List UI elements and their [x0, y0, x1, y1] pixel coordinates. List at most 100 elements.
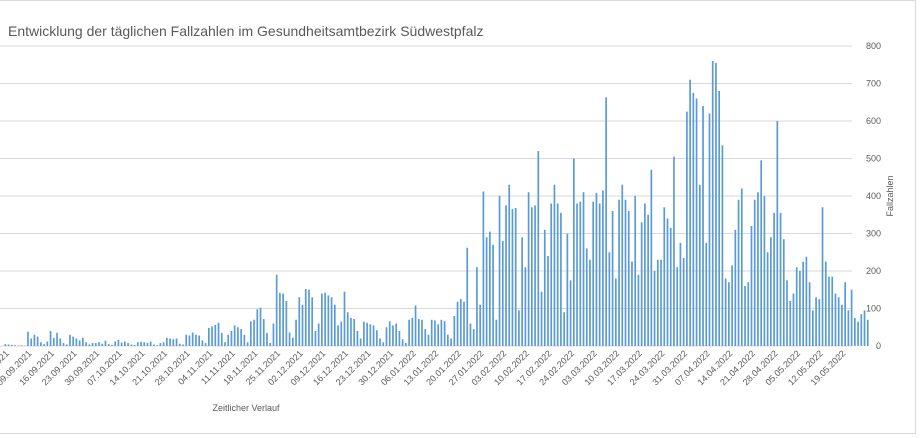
bar: [602, 190, 604, 347]
bar: [149, 341, 152, 346]
bar: [220, 332, 223, 347]
bar: [437, 324, 440, 346]
bar: [534, 205, 536, 347]
bar: [230, 331, 233, 346]
bar: [795, 267, 798, 346]
bar: [408, 319, 410, 346]
bar: [553, 184, 556, 346]
bar: [295, 319, 297, 346]
bar: [812, 310, 814, 347]
bar: [621, 184, 624, 346]
bar: [711, 61, 714, 346]
bar: [666, 218, 669, 346]
bar: [563, 312, 565, 346]
bar: [673, 156, 675, 347]
bar: [227, 334, 230, 346]
bar: [734, 229, 737, 346]
bar: [136, 342, 139, 346]
bar: [350, 317, 352, 347]
bar: [547, 256, 549, 346]
bar: [217, 322, 220, 346]
bar: [482, 191, 485, 346]
bar: [311, 297, 314, 346]
bar: [288, 332, 291, 346]
bar: [479, 304, 482, 346]
bar: [472, 329, 475, 347]
bar: [530, 207, 533, 346]
bar: [30, 338, 33, 346]
bar: [631, 261, 633, 347]
bar: [721, 145, 724, 347]
bar: [175, 338, 178, 346]
bar: [111, 344, 113, 347]
y-tick-label: 300: [866, 229, 881, 239]
bar: [495, 319, 498, 346]
bar: [124, 341, 126, 346]
bar: [424, 329, 427, 347]
bar: [166, 337, 168, 346]
bar: [605, 97, 607, 347]
bar: [62, 343, 65, 346]
bar: [207, 328, 210, 346]
bar: [789, 301, 792, 346]
bar: [204, 343, 207, 346]
bar: [744, 286, 746, 346]
gridlines: [0, 45, 852, 347]
bar: [214, 325, 217, 346]
bar: [133, 344, 136, 347]
bar: [676, 267, 679, 346]
bar: [233, 325, 236, 347]
bar: [456, 301, 459, 346]
bar: [850, 289, 853, 346]
bar: [398, 331, 401, 346]
bar: [485, 237, 488, 346]
bar: [614, 278, 617, 346]
bar: [275, 274, 278, 346]
y-tick-label: 400: [866, 191, 881, 201]
bar: [337, 325, 339, 347]
bar: [130, 344, 133, 346]
bar: [65, 344, 68, 346]
bar: [705, 242, 708, 347]
bar: [104, 340, 107, 346]
bar: [753, 199, 756, 346]
chart-title: Entwicklung der täglichen Fallzahlen im …: [8, 23, 484, 39]
bar: [20, 345, 23, 346]
bar: [191, 332, 194, 346]
bar: [85, 342, 87, 346]
bar: [379, 338, 381, 346]
bar: [579, 201, 582, 347]
bar: [443, 321, 446, 346]
bar: [853, 317, 856, 347]
bar: [321, 293, 323, 346]
bar: [747, 282, 750, 346]
bar: [14, 345, 16, 346]
bar: [346, 312, 349, 346]
bar: [46, 341, 49, 346]
bar: [834, 293, 837, 346]
bar: [72, 336, 75, 347]
bar: [469, 323, 472, 346]
bar: [537, 151, 540, 346]
bar: [372, 325, 375, 347]
bar: [779, 212, 782, 347]
bar: [556, 203, 559, 346]
bar: [505, 205, 507, 347]
bar: [637, 274, 640, 346]
bar: [94, 343, 97, 346]
bar: [669, 227, 672, 347]
bar: [143, 342, 146, 346]
bar: [49, 331, 52, 346]
bar: [33, 334, 36, 346]
bar: [647, 214, 649, 346]
bar: [702, 106, 704, 346]
bar: [860, 314, 863, 347]
bar: [117, 340, 120, 346]
x-axis-label: Zeitlicher Verlauf: [212, 403, 280, 413]
bar: [857, 321, 859, 347]
bar: [786, 280, 788, 347]
bar: [611, 211, 614, 346]
bar: [82, 337, 84, 346]
bar: [808, 282, 811, 346]
bar: [527, 192, 530, 346]
